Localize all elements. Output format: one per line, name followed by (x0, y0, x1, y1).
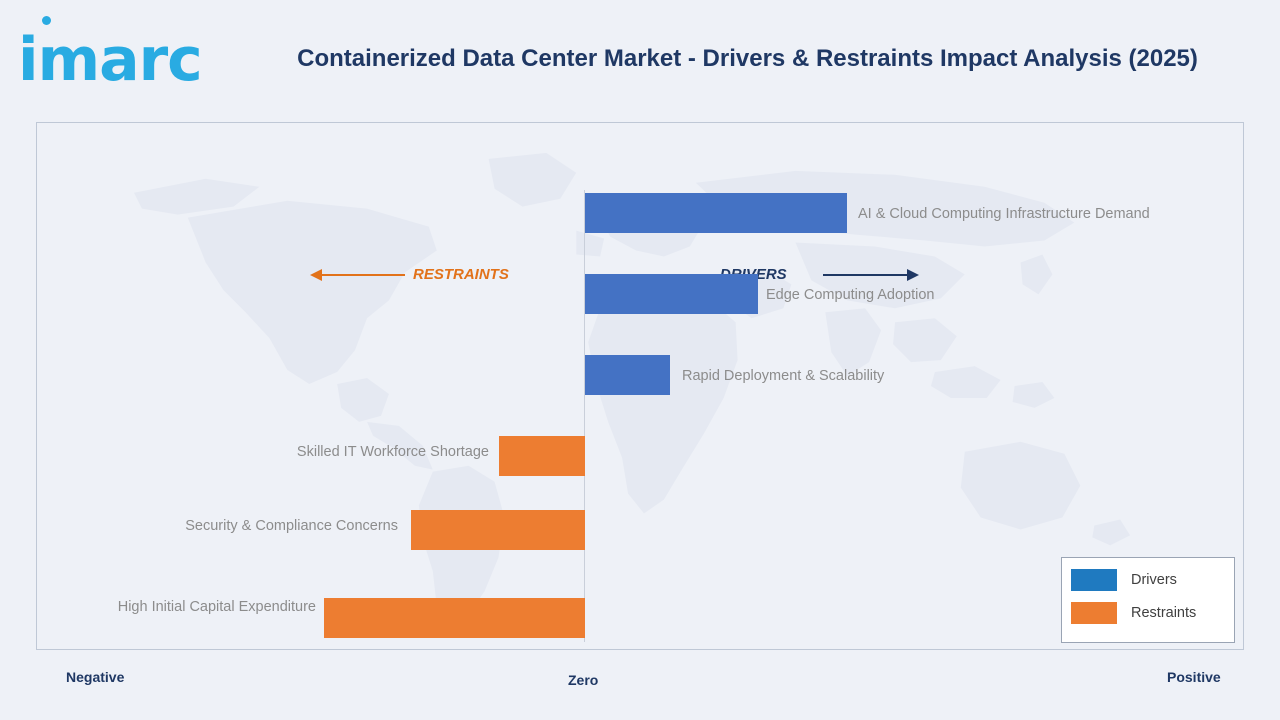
legend-swatch-drivers (1071, 569, 1117, 591)
bar-label-driver-0: AI & Cloud Computing Infrastructure Dema… (858, 206, 1150, 222)
bar-driver-1 (585, 274, 758, 314)
chart-legend: Drivers Restraints (1061, 557, 1235, 643)
restraints-header-label: RESTRAINTS (413, 266, 509, 283)
bar-restraint-1 (411, 510, 585, 550)
restraints-arrow-icon (310, 269, 405, 281)
axis-caption-negative: Negative (66, 669, 125, 685)
bar-label-driver-1: Edge Computing Adoption (766, 287, 935, 303)
bar-label-driver-2: Rapid Deployment & Scalability (682, 368, 885, 384)
zero-axis-line (584, 190, 585, 642)
bar-restraint-0 (499, 436, 585, 476)
legend-swatch-restraints (1071, 602, 1117, 624)
axis-caption-zero: Zero (568, 672, 599, 688)
imarc-logo: imarc (18, 12, 238, 90)
bar-label-restraint-0: Skilled IT Workforce Shortage (296, 444, 489, 460)
legend-label-restraints: Restraints (1131, 605, 1197, 621)
logo-dot-icon (42, 16, 51, 25)
legend-label-drivers: Drivers (1131, 572, 1177, 588)
page-title: Containerized Data Center Market - Drive… (297, 45, 1198, 72)
bar-driver-2 (585, 355, 670, 395)
bar-label-restraint-1: Security & Compliance Concerns (185, 518, 398, 534)
legend-item-restraints: Restraints (1071, 602, 1196, 624)
legend-item-drivers: Drivers (1071, 569, 1177, 591)
drivers-arrow-icon (823, 269, 919, 281)
bar-restraint-2 (324, 598, 585, 638)
bar-driver-0 (585, 193, 847, 233)
axis-caption-positive: Positive (1167, 669, 1221, 685)
logo-wordmark: imarc (18, 25, 203, 95)
bar-label-restraint-2: High Initial Capital Expenditure (117, 599, 316, 615)
